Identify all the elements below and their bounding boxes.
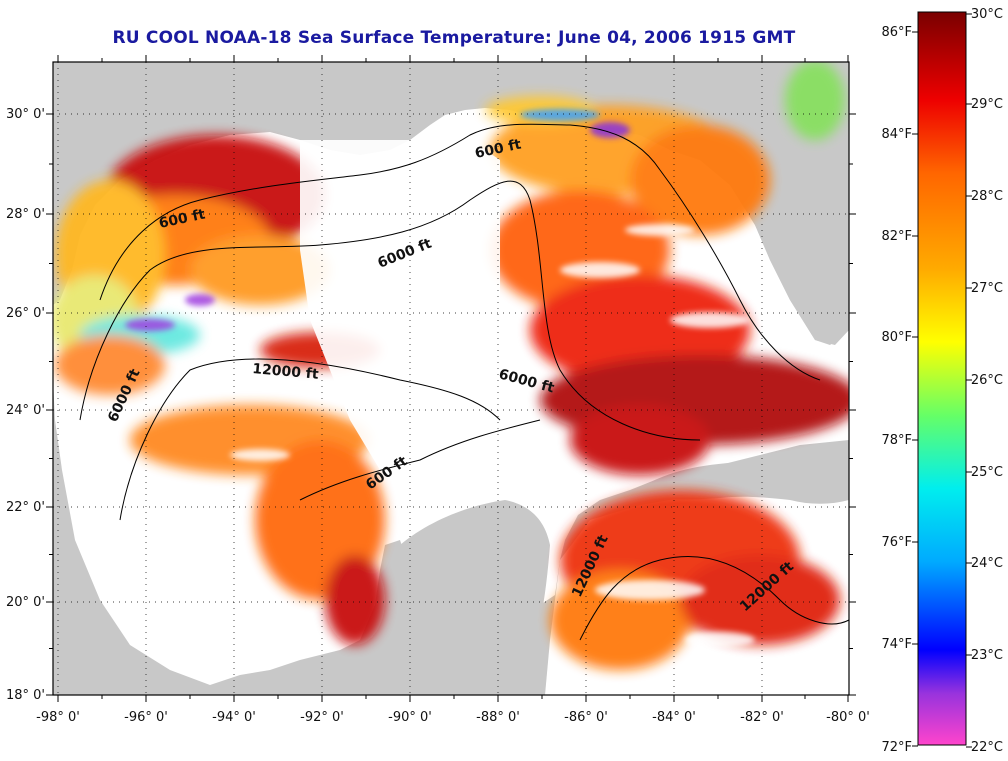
lat-tick-label: 18° 0' bbox=[6, 688, 45, 703]
colorbar-c-label: 22°C bbox=[971, 740, 1003, 755]
colorbar-c-label: 24°C bbox=[971, 556, 1003, 571]
colorbar-ticks bbox=[912, 13, 972, 748]
colorbar-c-label: 27°C bbox=[971, 281, 1003, 296]
map-panel bbox=[53, 62, 849, 695]
colorbar: 86°F 84°F 82°F 80°F 78°F 76°F 74°F 72°F … bbox=[881, 7, 1003, 755]
colorbar-c-label: 29°C bbox=[971, 97, 1003, 112]
colorbar-gradient bbox=[917, 11, 967, 746]
lat-tick-label: 22° 0' bbox=[6, 500, 45, 515]
lon-tick-label: -98° 0' bbox=[36, 710, 80, 725]
lat-tick-label: 26° 0' bbox=[6, 306, 45, 321]
colorbar-c-label: 25°C bbox=[971, 465, 1003, 480]
lat-tick-label: 24° 0' bbox=[6, 403, 45, 418]
lon-tick-label: -82° 0' bbox=[740, 710, 784, 725]
contour-label: 12000 ft bbox=[252, 361, 320, 383]
colorbar-c-label: 26°C bbox=[971, 373, 1003, 388]
contour-600ft-north bbox=[99, 123, 821, 381]
lon-tick-label: -80° 0' bbox=[826, 710, 870, 725]
colorbar-f-label: 82°F bbox=[881, 229, 912, 244]
florida-peninsula bbox=[640, 95, 849, 345]
colorbar-f-label: 86°F bbox=[881, 25, 912, 40]
bathymetry-contours bbox=[79, 123, 849, 641]
map-frame bbox=[52, 61, 850, 696]
lon-tick-label: -92° 0' bbox=[300, 710, 344, 725]
axis-ticks bbox=[46, 55, 856, 702]
lon-tick-label: -90° 0' bbox=[388, 710, 432, 725]
latitude-tick-labels: 30° 0' 28° 0' 26° 0' 24° 0' 22° 0' 20° 0… bbox=[6, 107, 45, 703]
yucatan bbox=[330, 500, 550, 695]
sst-data bbox=[53, 62, 849, 670]
colorbar-c-label: 28°C bbox=[971, 189, 1003, 204]
contour-12000ft bbox=[119, 358, 501, 521]
longitude-tick-labels: -98° 0' -96° 0' -94° 0' -92° 0' -90° 0' … bbox=[36, 710, 870, 725]
contour-12000ft-caribbean bbox=[579, 555, 849, 641]
colorbar-c-label: 30°C bbox=[971, 7, 1003, 22]
colorbar-f-label: 84°F bbox=[881, 127, 912, 142]
lon-tick-label: -96° 0' bbox=[124, 710, 168, 725]
lat-tick-label: 30° 0' bbox=[6, 107, 45, 122]
colorbar-f-label: 74°F bbox=[881, 637, 912, 652]
cloud-gap bbox=[300, 140, 500, 470]
lon-tick-label: -84° 0' bbox=[652, 710, 696, 725]
lon-tick-label: -94° 0' bbox=[212, 710, 256, 725]
colorbar-f-label: 72°F bbox=[881, 740, 912, 755]
colorbar-c-label: 23°C bbox=[971, 648, 1003, 663]
lat-tick-label: 28° 0' bbox=[6, 207, 45, 222]
lon-tick-label: -88° 0' bbox=[476, 710, 520, 725]
contour-6000ft bbox=[79, 180, 701, 441]
colorbar-f-label: 78°F bbox=[881, 433, 912, 448]
colorbar-f-label: 76°F bbox=[881, 535, 912, 550]
graticule-grid bbox=[53, 62, 849, 695]
colorbar-f-label: 80°F bbox=[881, 330, 912, 345]
lat-tick-label: 20° 0' bbox=[6, 595, 45, 610]
contour-600ft-yucatan bbox=[299, 419, 541, 501]
lon-tick-label: -86° 0' bbox=[564, 710, 608, 725]
